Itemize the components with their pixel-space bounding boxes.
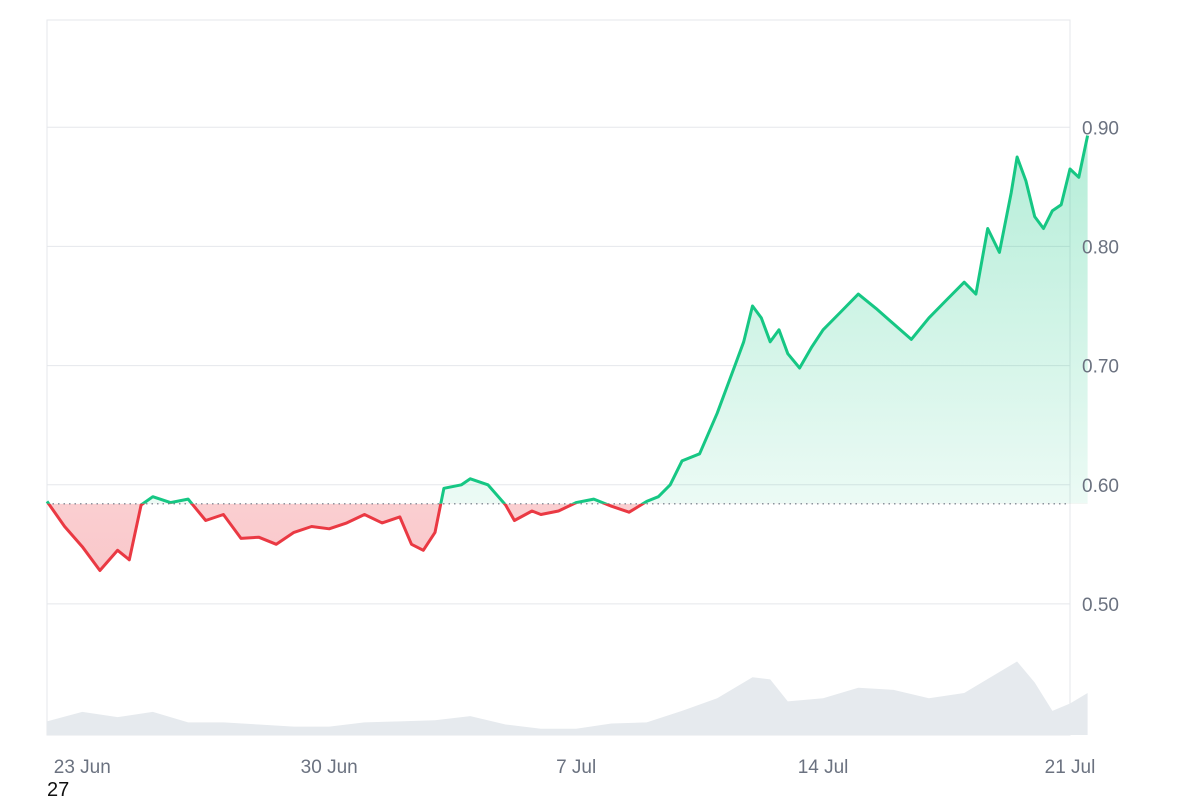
footer-label: 27 <box>47 779 70 801</box>
price-line-down <box>46 503 646 572</box>
y-tick-label: 0.50 <box>1082 595 1119 616</box>
x-tick-label: 23 Jun <box>54 757 111 778</box>
x-tick-label: 30 Jun <box>301 757 358 778</box>
y-tick-label: 0.60 <box>1082 476 1119 497</box>
price-line-up <box>45 135 1090 504</box>
price-area-down <box>47 503 1088 571</box>
x-tick-label: 21 Jul <box>1045 757 1096 778</box>
x-axis: 23 Jun 30 Jun 7 Jul 14 Jul 21 Jul <box>54 757 1096 778</box>
x-tick-label: 7 Jul <box>556 757 596 778</box>
volume-area <box>47 661 1088 735</box>
y-axis: 0.50 0.60 0.70 0.80 0.90 <box>1082 118 1119 616</box>
y-tick-label: 0.70 <box>1082 357 1119 378</box>
x-tick-label: 14 Jul <box>798 757 849 778</box>
price-area-layer <box>47 135 1088 571</box>
price-line-layer <box>45 135 1090 572</box>
y-tick-label: 0.80 <box>1082 237 1119 258</box>
price-area-up <box>47 135 1088 504</box>
volume-layer <box>47 661 1088 735</box>
y-tick-label: 0.90 <box>1082 118 1119 139</box>
